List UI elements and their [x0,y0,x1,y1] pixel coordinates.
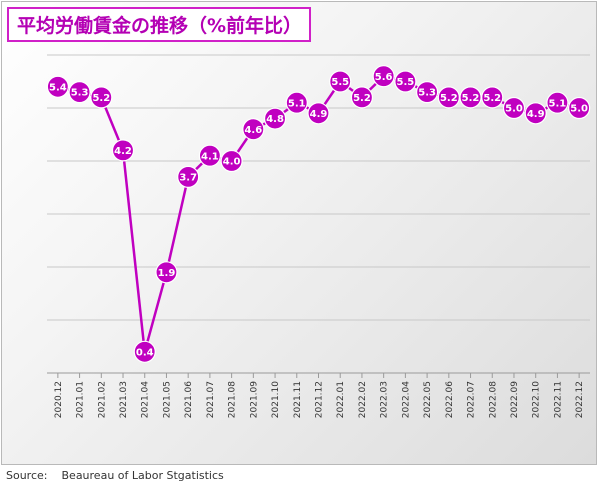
data-point [111,139,135,162]
x-tick-label: 2021.04 [141,381,151,418]
data-point [133,340,156,363]
data-point [285,91,308,114]
x-tick-label: 2020.12 [54,381,64,418]
data-point [90,86,113,109]
data-point [546,91,569,114]
x-tick-label: 2021.08 [228,381,238,418]
data-label: 4.6 [244,125,262,136]
data-label: 5.5 [397,77,415,88]
data-point [220,149,243,173]
x-tick-label: 2022.11 [553,381,563,418]
data-label: 4.8 [266,114,284,125]
data-point [198,144,221,167]
chart-title: 平均労働賃金の推移（%前年比） [7,7,311,42]
data-label: 4.9 [527,109,545,120]
data-label: 5.2 [462,93,480,104]
x-tick-label: 2022.06 [445,381,455,418]
data-label: 5.2 [92,93,110,104]
data-label: 4.9 [310,109,328,120]
data-point [263,107,287,130]
x-tick-label: 2021.02 [97,381,107,418]
x-tick-label: 2022.07 [467,381,477,418]
x-tick-label: 2021.03 [119,381,129,418]
data-point [46,75,69,98]
data-point [416,80,439,104]
data-label: 4.1 [201,151,219,162]
x-tick-label: 2022.08 [488,381,498,418]
data-label: 5.2 [353,93,371,104]
data-label: 4.0 [223,157,241,168]
data-label: 5.1 [549,98,567,109]
data-label: 5.0 [570,104,588,115]
x-tick-label: 2021.05 [162,381,172,418]
data-label: 5.3 [418,88,436,99]
data-point [329,70,352,93]
data-label: 5.1 [288,98,306,109]
data-point [372,65,395,88]
data-point [481,86,504,109]
chart-frame [1,1,597,465]
data-point [155,261,178,284]
data-point [502,96,526,120]
data-label: 5.0 [505,104,523,115]
data-label: 5.6 [375,72,393,83]
x-tick-label: 2021.06 [184,381,194,418]
data-label: 1.9 [158,268,176,279]
x-tick-label: 2022.01 [336,381,346,418]
x-tick-label: 2021.11 [293,381,303,418]
data-point [437,86,460,109]
data-point [177,165,200,188]
source-note: Source: Beaureau of Labor Stgatistics [6,469,224,482]
data-label: 3.7 [179,173,197,184]
x-tick-label: 2022.03 [380,381,390,418]
x-tick-label: 2022.12 [575,381,585,418]
x-tick-label: 2022.02 [358,381,368,418]
data-point [459,86,482,109]
x-tick-label: 2021.07 [206,381,216,418]
x-tick-label: 2021.12 [315,381,325,418]
data-label: 5.2 [483,93,501,104]
data-label: 0.4 [136,347,154,358]
data-point [524,102,547,125]
source-text: Beaureau of Labor Stgatistics [61,469,224,482]
x-tick-label: 2022.09 [510,381,520,418]
x-tick-label: 2021.09 [249,381,259,418]
data-point [68,80,91,104]
data-point [350,86,374,109]
source-label: Source: [6,469,48,482]
x-tick-label: 2022.04 [401,381,411,418]
data-point [394,70,417,93]
data-point [568,96,591,120]
data-label: 4.2 [114,146,132,157]
x-tick-label: 2021.10 [271,381,281,418]
data-label: 5.2 [440,93,458,104]
data-point [242,118,265,141]
x-tick-label: 2022.05 [423,381,433,418]
data-label: 5.3 [71,88,89,99]
data-label: 5.4 [49,82,67,93]
x-tick-label: 2021.01 [76,381,86,418]
data-label: 5.5 [331,77,349,88]
x-tick-label: 2022.10 [532,381,542,418]
data-point [307,102,330,125]
